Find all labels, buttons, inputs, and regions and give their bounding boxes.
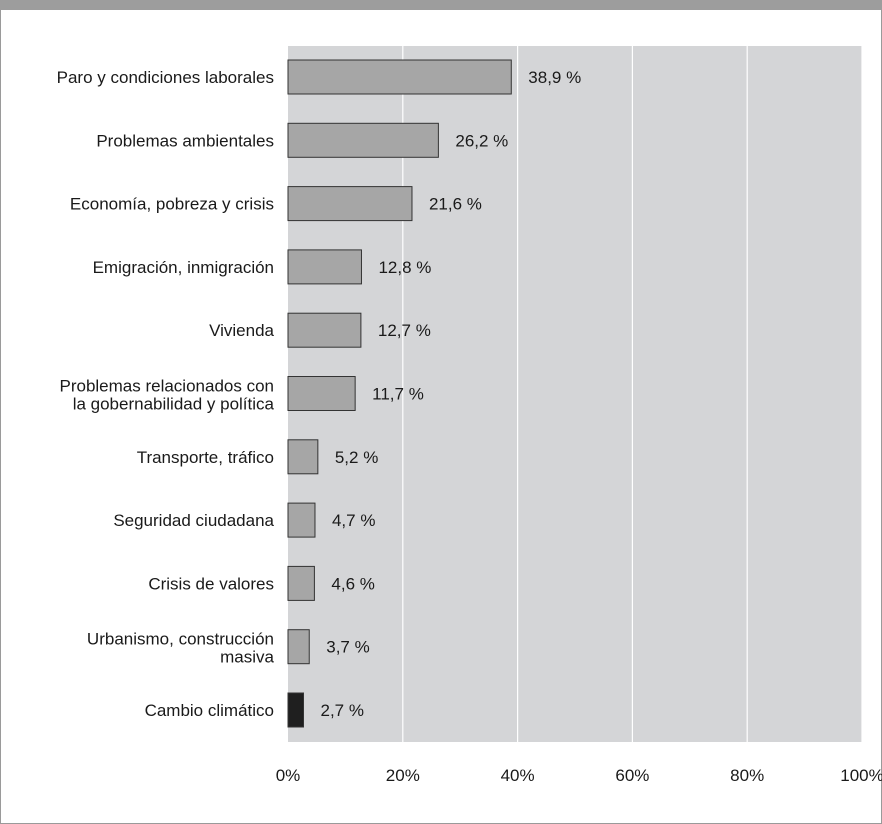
value-label-10: 3,7 % xyxy=(326,638,369,657)
value-label-11: 2,7 % xyxy=(320,701,363,720)
category-label-3: Economía, pobreza y crisis xyxy=(70,195,274,214)
category-label-10: Urbanismo, construcción masiva xyxy=(87,630,275,667)
value-label-9: 4,6 % xyxy=(331,574,374,593)
category-label-line: Urbanismo, construcción xyxy=(87,630,274,649)
value-label-4: 12,8 % xyxy=(378,258,431,277)
category-label-7: Transporte, tráfico xyxy=(137,448,274,467)
category-label-line: masiva xyxy=(220,648,274,667)
bar-10 xyxy=(287,629,310,665)
header-bar xyxy=(0,0,882,10)
value-label-5: 12,7 % xyxy=(378,321,431,340)
value-label-2: 26,2 % xyxy=(455,131,508,150)
category-label-4: Emigración, inmigración xyxy=(93,258,274,277)
value-label-1: 38,9 % xyxy=(528,68,581,87)
category-label-9: Crisis de valores xyxy=(148,574,274,593)
x-tick-label-0: 0% xyxy=(276,766,301,785)
plot-background xyxy=(288,46,862,742)
category-label-11: Cambio climático xyxy=(145,701,274,720)
bar-1 xyxy=(287,59,512,95)
x-tick-label-100: 100% xyxy=(840,766,882,785)
value-label-3: 21,6 % xyxy=(429,195,482,214)
bar-5 xyxy=(287,312,362,348)
value-label-8: 4,7 % xyxy=(332,511,375,530)
bar-9 xyxy=(287,565,315,601)
bar-3 xyxy=(287,186,413,222)
bar-2 xyxy=(287,122,439,158)
category-label-line: Problemas relacionados con xyxy=(59,377,274,396)
category-label-8: Seguridad ciudadana xyxy=(113,511,274,530)
x-tick-label-60: 60% xyxy=(615,766,649,785)
category-label-6: Problemas relacionados con la gobernabili… xyxy=(59,377,274,414)
x-tick-label-80: 80% xyxy=(730,766,764,785)
category-label-2: Problemas ambientales xyxy=(96,131,274,150)
bar-6 xyxy=(287,376,356,411)
value-label-7: 5,2 % xyxy=(335,448,378,467)
category-label-line: la gobernabilidad y política xyxy=(73,395,275,414)
bar-7 xyxy=(287,439,319,475)
category-label-5: Vivienda xyxy=(209,321,274,340)
bar-11 xyxy=(287,692,304,728)
category-label-1: Paro y condiciones laborales xyxy=(57,68,274,87)
value-label-6: 11,7 % xyxy=(372,385,424,404)
x-tick-label-20: 20% xyxy=(386,766,420,785)
bar-4 xyxy=(287,249,362,285)
bar-8 xyxy=(287,502,316,538)
x-tick-label-40: 40% xyxy=(501,766,535,785)
